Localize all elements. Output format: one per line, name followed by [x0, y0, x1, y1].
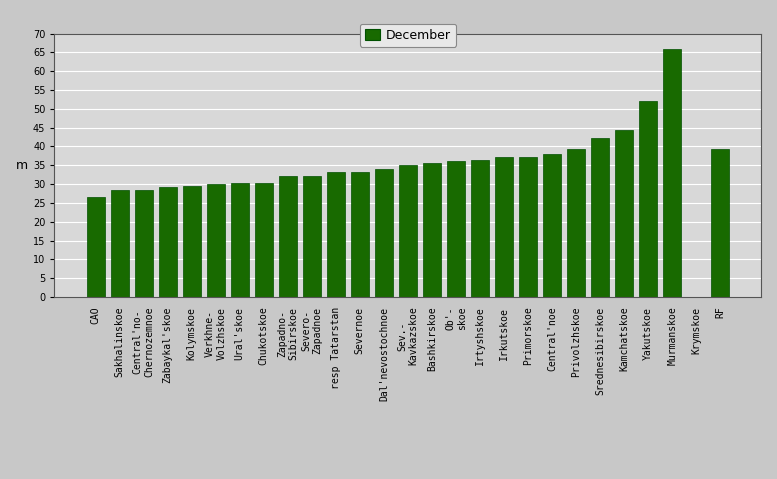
Bar — [327, 172, 345, 297]
Y-axis label: m: m — [16, 159, 28, 172]
Bar — [567, 149, 585, 297]
Bar — [303, 176, 321, 297]
Bar — [207, 183, 225, 297]
Bar — [86, 197, 105, 297]
Bar — [134, 191, 152, 297]
Bar — [471, 160, 489, 297]
Bar — [231, 183, 249, 297]
Legend: December: December — [360, 24, 456, 47]
Bar — [447, 161, 465, 297]
Bar — [110, 191, 128, 297]
Bar — [159, 187, 176, 297]
Bar — [591, 138, 609, 297]
Bar — [519, 157, 537, 297]
Bar — [711, 149, 730, 297]
Bar — [351, 171, 369, 297]
Bar — [639, 101, 657, 297]
Bar — [423, 163, 441, 297]
Bar — [664, 48, 681, 297]
Bar — [495, 157, 513, 297]
Bar — [543, 154, 561, 297]
Bar — [255, 183, 273, 297]
Bar — [183, 186, 200, 297]
Bar — [279, 176, 297, 297]
Bar — [615, 130, 633, 297]
Bar — [375, 169, 393, 297]
Bar — [399, 164, 417, 297]
